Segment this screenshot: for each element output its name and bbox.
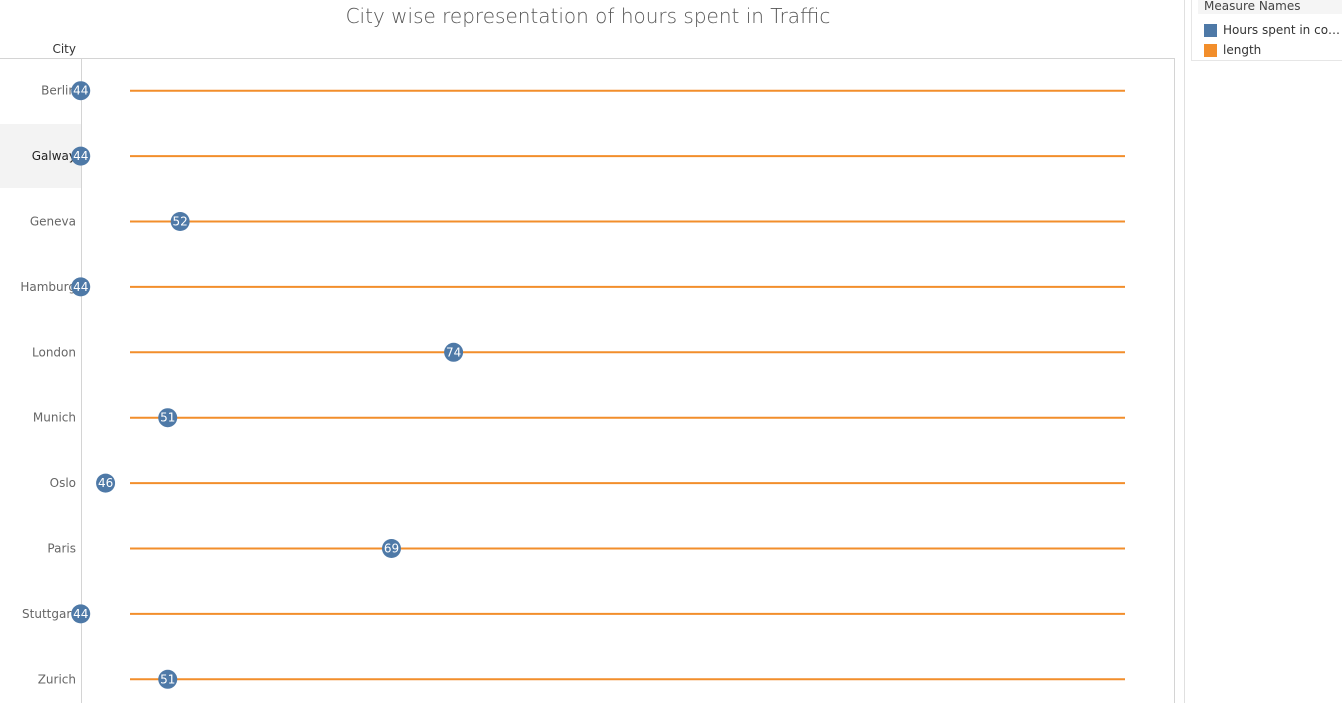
data-label-oslo: 46 xyxy=(98,476,113,490)
data-label-berlin: 44 xyxy=(73,84,88,98)
hours-dot-hamburg[interactable] xyxy=(71,277,91,297)
data-label-paris: 69 xyxy=(384,542,399,556)
plot-frame xyxy=(0,58,1175,703)
data-label-zurich: 51 xyxy=(160,672,175,686)
row-header-city[interactable]: City xyxy=(52,42,76,56)
hours-dot-berlin[interactable] xyxy=(71,81,91,101)
hours-dot-paris[interactable] xyxy=(381,539,401,558)
legend: Measure Names Hours spent in conge.. len… xyxy=(1191,0,1342,61)
city-label-munich[interactable]: Munich xyxy=(33,411,76,425)
legend-label-hours: Hours spent in conge.. xyxy=(1223,23,1342,37)
hours-dot-oslo[interactable] xyxy=(96,473,116,493)
city-label-oslo[interactable]: Oslo xyxy=(50,476,76,490)
city-label-zurich[interactable]: Zurich xyxy=(38,672,76,686)
data-label-geneva: 52 xyxy=(173,215,188,229)
hours-dot-zurich[interactable] xyxy=(158,669,178,689)
data-label-galway: 44 xyxy=(73,149,88,163)
legend-item-length[interactable]: length xyxy=(1204,43,1342,57)
data-label-munich: 51 xyxy=(160,411,175,425)
city-label-stuttgart[interactable]: Stuttgart xyxy=(22,607,76,621)
hours-dot-geneva[interactable] xyxy=(170,212,190,231)
legend-swatch-hours xyxy=(1204,23,1217,37)
city-label-paris[interactable]: Paris xyxy=(47,542,76,556)
legend-swatch-length xyxy=(1204,43,1217,57)
legend-panel: Measure Names Hours spent in conge.. len… xyxy=(1184,0,1342,703)
data-label-london: 74 xyxy=(446,345,461,359)
row-axis-divider xyxy=(81,58,82,703)
data-label-hamburg: 44 xyxy=(73,280,88,294)
chart-title: City wise representation of hours spent … xyxy=(345,4,831,28)
hours-dot-munich[interactable] xyxy=(158,408,178,428)
city-label-london[interactable]: London xyxy=(32,345,76,359)
hours-dot-galway[interactable] xyxy=(71,146,91,166)
city-label-hamburg[interactable]: Hamburg xyxy=(20,280,76,294)
city-label-geneva[interactable]: Geneva xyxy=(30,215,76,229)
hours-dot-stuttgart[interactable] xyxy=(71,604,91,624)
legend-item-hours[interactable]: Hours spent in conge.. xyxy=(1204,23,1342,37)
city-label-galway[interactable]: Galway xyxy=(32,149,76,163)
legend-title: Measure Names xyxy=(1198,0,1342,14)
highlighted-row xyxy=(0,124,81,188)
hours-dot-london[interactable] xyxy=(444,342,464,362)
legend-label-length: length xyxy=(1223,43,1262,57)
data-label-stuttgart: 44 xyxy=(73,607,88,621)
city-label-berlin[interactable]: Berlin xyxy=(41,84,76,98)
